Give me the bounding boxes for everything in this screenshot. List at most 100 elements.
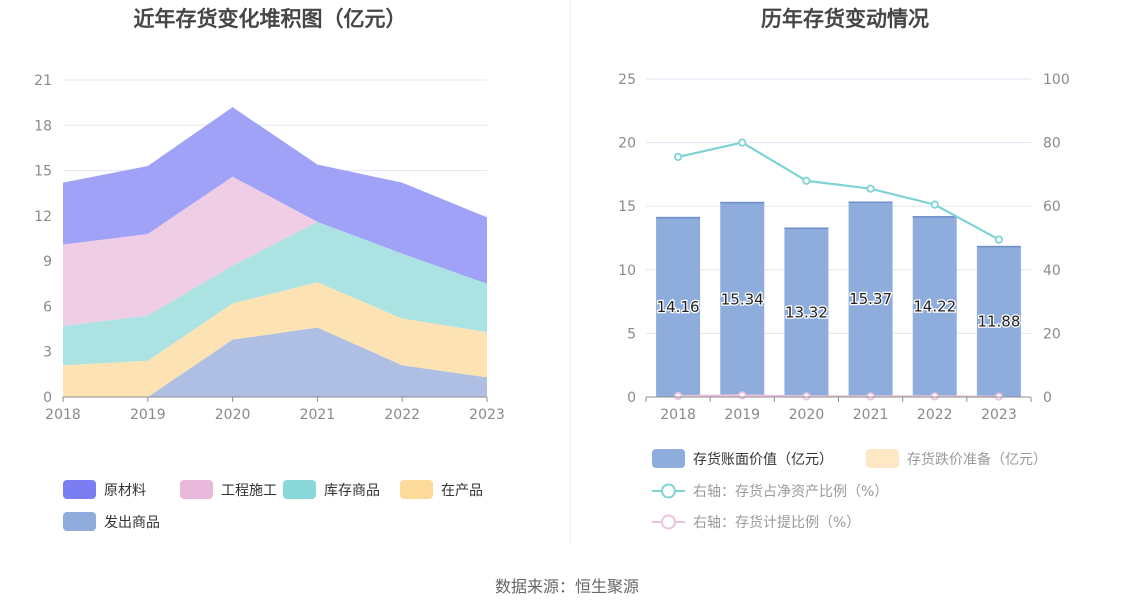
- legend-label: 原材料: [104, 483, 146, 499]
- line-point: [802, 392, 811, 401]
- x-tick-label: 2019: [130, 407, 166, 423]
- y-tick-label: 0: [627, 390, 636, 406]
- y-tick-label: 9: [43, 254, 52, 270]
- legend-swatch: [400, 480, 433, 499]
- bar: [848, 201, 893, 397]
- bar: [720, 201, 765, 397]
- inventory-chart-title: 历年存货变动情况: [761, 7, 929, 31]
- legend-swatch: [180, 480, 213, 499]
- legend-item[interactable]: 在产品: [400, 480, 483, 499]
- legend-swatch: [866, 449, 899, 468]
- legend-swatch: [283, 480, 316, 499]
- legend-item[interactable]: 右轴：存货占净资产比例（%）: [652, 483, 888, 500]
- y-tick-label: 0: [43, 390, 52, 406]
- inventory-chart-legend[interactable]: 存货账面价值（亿元） 存货跌价准备（亿元） 右轴：存货占净资产比例（%） 右轴：存货计…: [652, 449, 1047, 531]
- legend-item[interactable]: 原材料: [63, 480, 146, 499]
- legend-swatch: [63, 512, 96, 531]
- line-point: [738, 138, 747, 147]
- y-tick-label: 10: [618, 263, 636, 279]
- y-tick-label: 15: [618, 199, 636, 215]
- line-series-0: [677, 141, 1000, 241]
- legend-label: 存货账面价值（亿元）: [693, 451, 833, 468]
- legend-item[interactable]: 右轴：存货计提比例（%）: [652, 514, 860, 531]
- y2-tick-label: 80: [1043, 136, 1061, 152]
- line-point: [930, 200, 939, 209]
- legend-item[interactable]: 库存商品: [283, 480, 380, 499]
- area-series-3: [63, 176, 487, 327]
- legend-label: 在产品: [441, 483, 483, 499]
- area-series-1: [63, 282, 487, 397]
- legend-label: 右轴：存货占净资产比例（%）: [693, 483, 888, 500]
- bar-value-label: 14.22: [913, 298, 956, 316]
- bar-value-label: 13.32: [785, 303, 828, 321]
- y-tick-label: 15: [34, 164, 52, 180]
- y-tick-label: 18: [34, 118, 52, 134]
- stacked-chart-axes: 0 3 6 9 12 15 18 21 2018 2019 2020 2021 2022 2023: [34, 73, 505, 423]
- line-point: [802, 176, 811, 185]
- legend-item[interactable]: 存货跌价准备（亿元）: [866, 449, 1047, 468]
- line-point: [673, 391, 683, 401]
- area-series-4: [63, 107, 487, 284]
- bar-value-label: 11.88: [977, 312, 1020, 330]
- y2-tick-label: 0: [1043, 390, 1052, 406]
- x-tick-label: 2018: [660, 407, 696, 423]
- data-source-note: 数据来源：恒生聚源: [495, 577, 639, 596]
- x-tick-label: 2020: [789, 407, 825, 423]
- y2-tick-label: 20: [1043, 326, 1061, 342]
- y2-tick-label: 100: [1043, 72, 1070, 88]
- bar: [912, 216, 957, 397]
- y-tick-label: 25: [618, 72, 636, 88]
- bar: [656, 216, 701, 397]
- x-tick-label: 2022: [384, 407, 420, 423]
- legend-item[interactable]: 发出商品: [63, 512, 160, 531]
- y2-tick-label: 40: [1043, 263, 1061, 279]
- x-tick-label: 2023: [981, 407, 1017, 423]
- legend-marker: [661, 483, 676, 499]
- x-tick-label: 2019: [724, 407, 760, 423]
- x-tick-label: 2022: [917, 407, 953, 423]
- bar-top-edge: [848, 201, 893, 203]
- legend-label: 存货跌价准备（亿元）: [907, 451, 1047, 468]
- legend-label: 发出商品: [104, 515, 160, 531]
- legend-label: 工程施工: [221, 483, 277, 499]
- y-tick-label: 6: [43, 299, 52, 315]
- x-tick-label: 2021: [300, 407, 336, 423]
- legend-marker: [661, 514, 676, 530]
- y2-tick-label: 60: [1043, 199, 1061, 215]
- line-point: [994, 235, 1004, 244]
- x-tick-label: 2020: [215, 407, 251, 423]
- area-series-2: [63, 221, 487, 366]
- inventory-chart-axes: 0 5 10 15 20 25 0 20 40 60 80 100 2018 2019 2020 2021 20…: [618, 72, 1070, 423]
- bar: [976, 245, 1021, 397]
- bar-value-label: 15.34: [721, 290, 764, 308]
- line-point: [866, 184, 875, 193]
- bar-top-edge: [976, 245, 1021, 248]
- x-tick-label: 2023: [469, 407, 505, 423]
- line-point: [673, 152, 683, 162]
- legend-item[interactable]: 存货账面价值（亿元）: [652, 449, 833, 468]
- legend-label: 库存商品: [324, 483, 380, 499]
- line-point: [866, 392, 875, 401]
- inventory-chart-bars: 14.16 15.34 13.32 15.37 14.22 11.88: [655, 201, 1022, 397]
- y-tick-label: 3: [43, 345, 52, 361]
- bar: [784, 227, 829, 397]
- area-series-0: [63, 327, 487, 397]
- bar-value-label: 15.37: [849, 290, 892, 308]
- x-tick-label: 2018: [45, 407, 81, 423]
- line-point: [738, 391, 747, 400]
- legend-item[interactable]: 工程施工: [180, 480, 277, 499]
- bar-top-edge: [720, 201, 765, 204]
- y-tick-label: 20: [618, 136, 636, 152]
- bar-value-label: 14.16: [657, 298, 700, 316]
- legend-label: 右轴：存货计提比例（%）: [693, 514, 860, 531]
- stacked-chart-areas: [63, 107, 487, 397]
- bar-top-edge: [912, 216, 957, 218]
- y-tick-label: 5: [627, 326, 636, 342]
- x-tick-label: 2021: [853, 407, 889, 423]
- y-tick-label: 21: [34, 73, 52, 89]
- line-series-1: [678, 394, 999, 398]
- stacked-chart-title: 近年存货变化堆积图（亿元）: [134, 7, 407, 31]
